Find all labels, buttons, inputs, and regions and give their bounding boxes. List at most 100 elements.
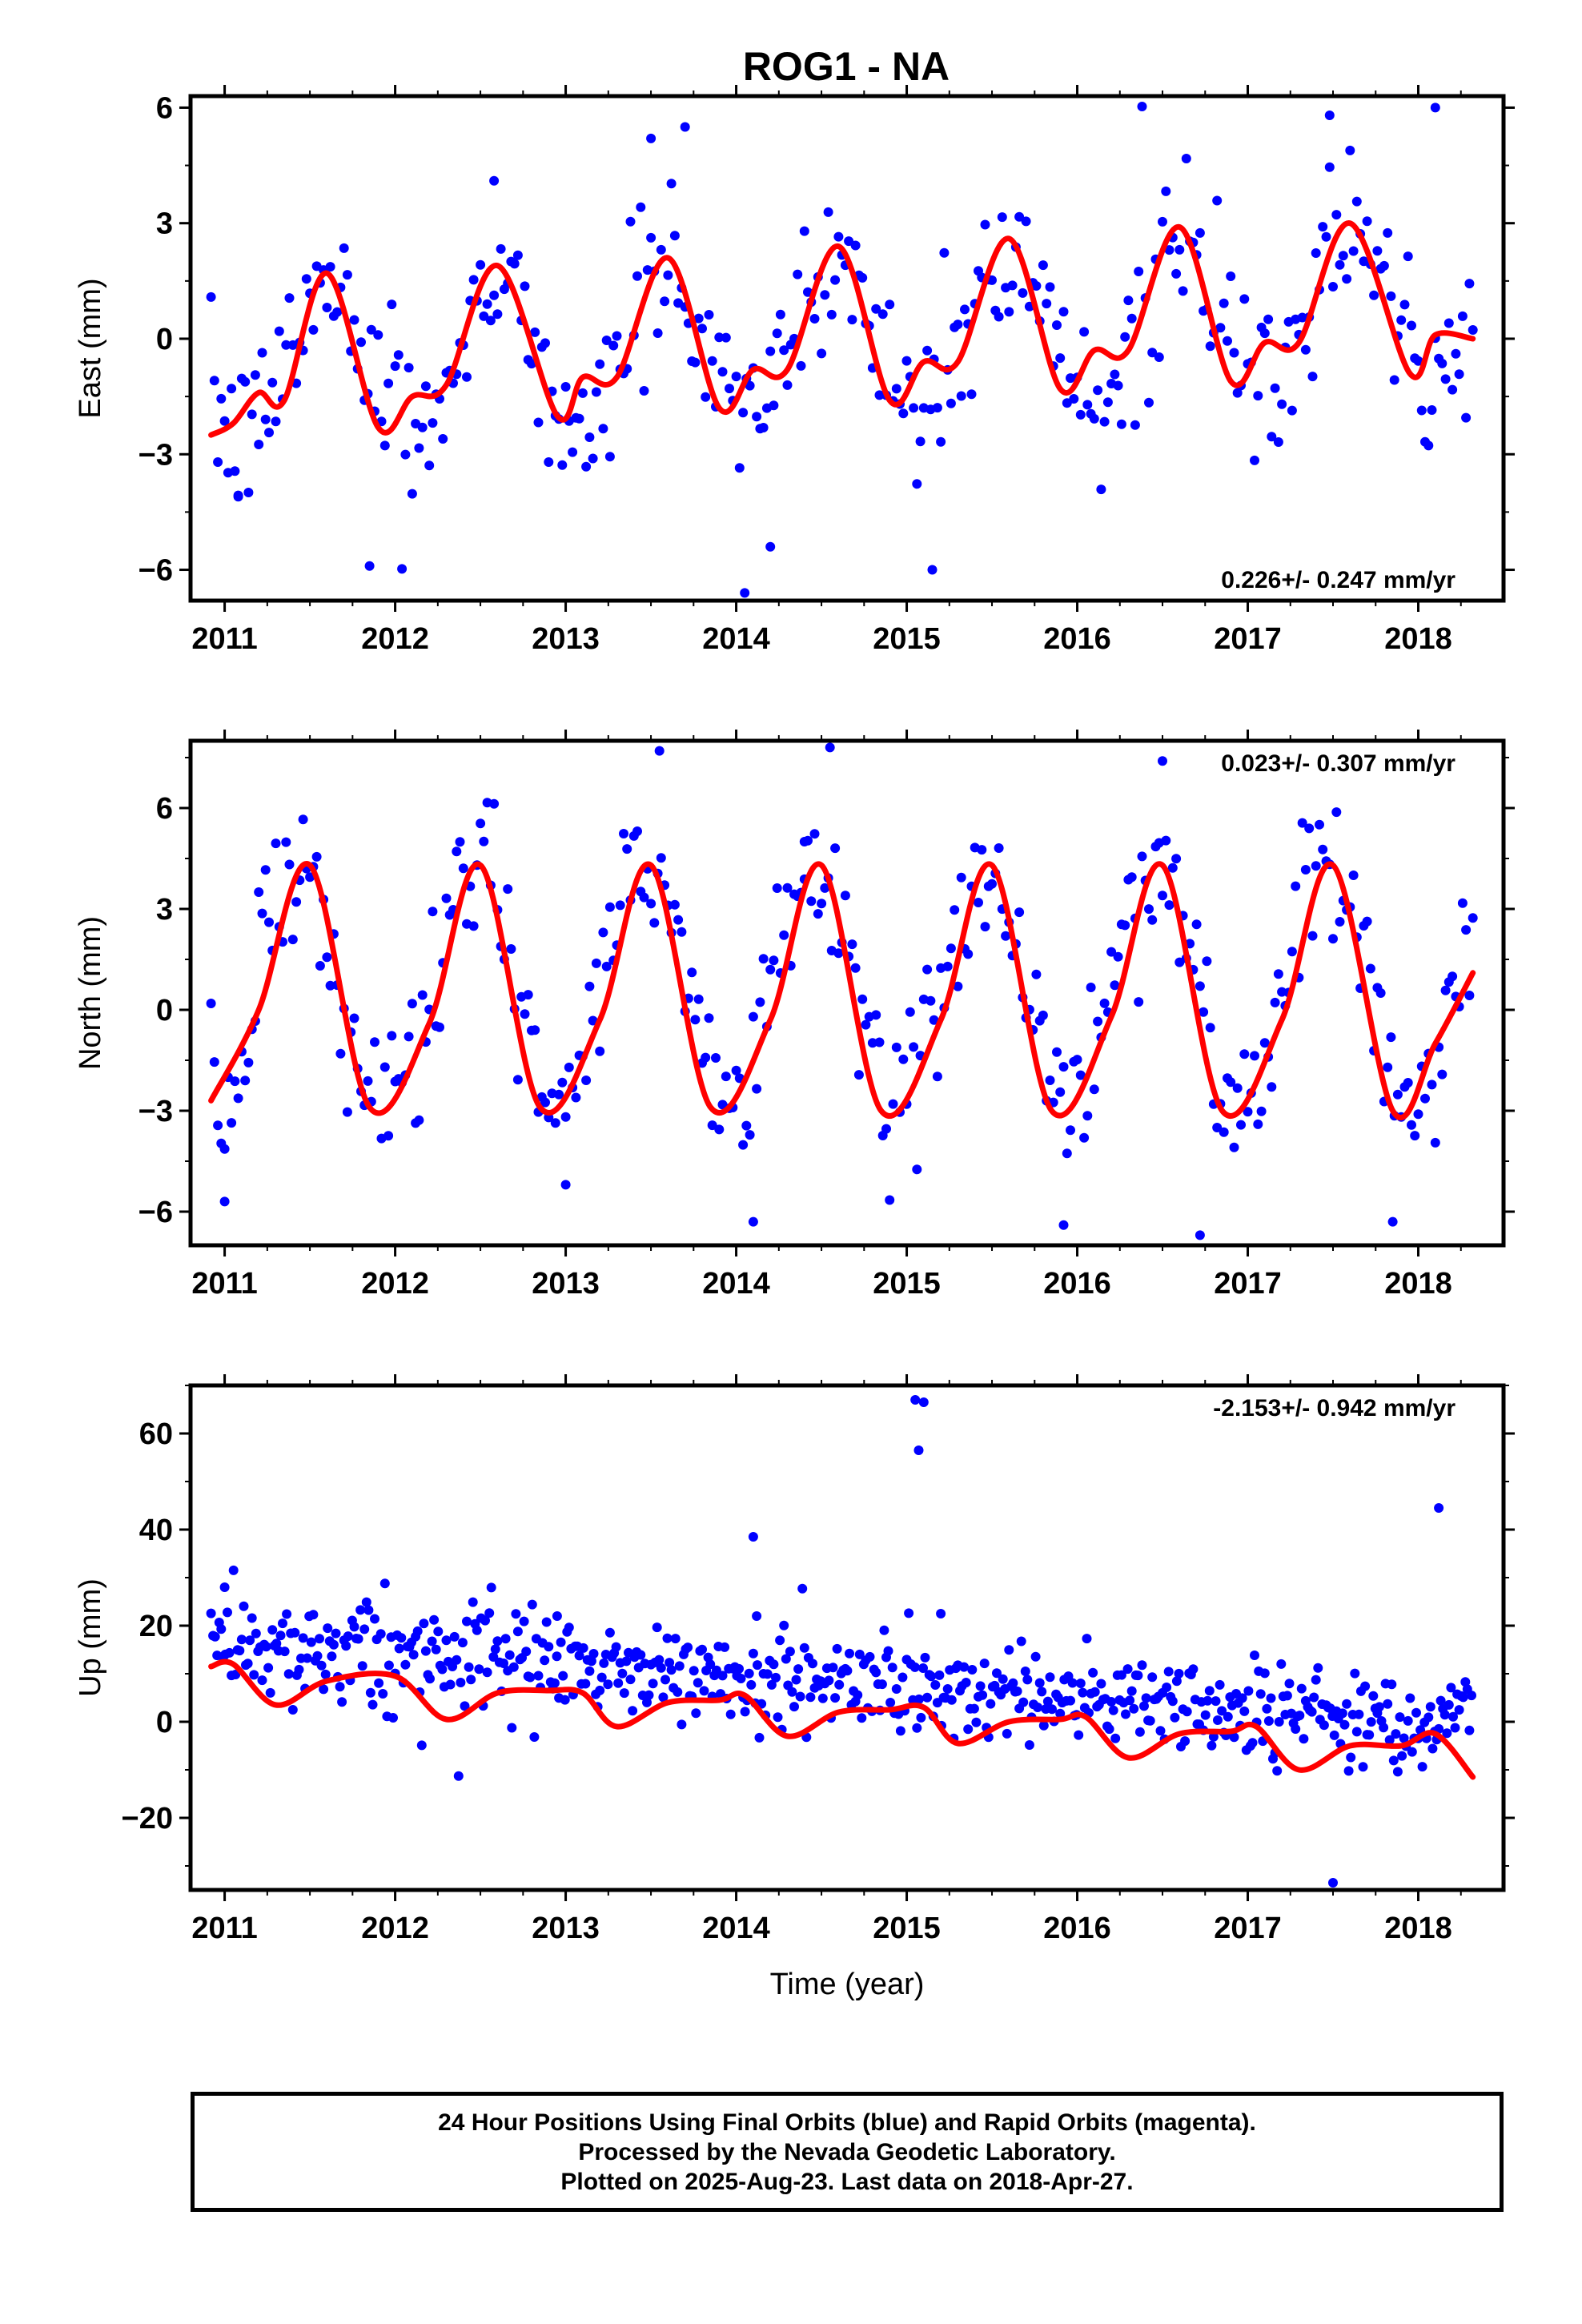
up-data-point <box>1384 1735 1395 1745</box>
north-data-point <box>731 1065 741 1076</box>
east-xtick-label: 2017 <box>1214 622 1282 656</box>
north-ytick-label: 3 <box>156 893 173 927</box>
east-data-point <box>1318 222 1328 232</box>
north-data-point <box>257 908 267 919</box>
up-data-point <box>1121 1709 1130 1719</box>
north-data-point <box>1120 920 1130 931</box>
north-data-point <box>1250 1051 1259 1061</box>
up-data-point <box>1145 1715 1155 1726</box>
north-data-point <box>219 1144 230 1154</box>
up-data-point <box>1243 1686 1254 1696</box>
east-data-point <box>1126 313 1137 324</box>
up-data-point <box>564 1622 574 1633</box>
east-data-point <box>652 328 663 338</box>
north-xtick-label: 2014 <box>702 1267 770 1301</box>
up-xtick-label: 2015 <box>873 1912 941 1945</box>
east-data-point <box>1263 314 1274 324</box>
up-data-point <box>283 1669 294 1679</box>
north-data-point <box>1392 1089 1403 1100</box>
east-data-point <box>994 312 1004 322</box>
north-data-point <box>847 939 857 950</box>
up-data-point <box>603 1679 613 1690</box>
north-data-point <box>721 1072 731 1082</box>
up-data-point <box>1272 1766 1283 1776</box>
east-data-point <box>206 292 216 302</box>
east-data-point <box>932 403 942 413</box>
east-data-point <box>584 432 595 442</box>
up-data-point <box>677 1719 687 1730</box>
up-data-point <box>355 1605 366 1615</box>
east-data-point <box>489 175 500 186</box>
up-data-point <box>1467 1691 1476 1701</box>
east-data-point <box>1215 323 1226 333</box>
east-data-point <box>349 315 359 325</box>
north-data-point <box>284 859 295 870</box>
east-data-point <box>1351 196 1362 207</box>
north-data-point <box>604 902 615 912</box>
north-data-point <box>1075 1070 1086 1080</box>
up-data-point <box>793 1664 804 1675</box>
up-data-point <box>1313 1663 1323 1673</box>
north-data-point <box>455 837 465 847</box>
east-data-point <box>407 489 417 499</box>
east-data-point <box>646 232 656 243</box>
up-data-point <box>828 1663 838 1673</box>
east-data-point <box>1324 111 1335 120</box>
up-data-point <box>341 1641 351 1651</box>
up-data-point <box>891 1684 901 1694</box>
north-data-point <box>271 838 281 849</box>
east-data-point <box>663 270 673 280</box>
north-data-point <box>929 1015 939 1025</box>
up-data-point <box>1207 1740 1217 1751</box>
up-data-point <box>661 1675 670 1685</box>
north-data-point <box>243 1057 254 1068</box>
up-data-point <box>370 1614 379 1624</box>
up-data-point <box>560 1695 570 1705</box>
up-data-point <box>946 1695 957 1705</box>
up-data-point <box>223 1607 232 1618</box>
up-data-point <box>383 1660 394 1671</box>
north-data-point <box>752 1084 762 1094</box>
up-data-point <box>920 1652 930 1663</box>
east-data-point <box>1369 290 1379 300</box>
east-data-point <box>1178 286 1188 296</box>
east-data-point <box>574 413 584 424</box>
up-data-point <box>781 1654 791 1664</box>
north-data-point <box>813 909 823 919</box>
up-data-point <box>287 1705 298 1715</box>
up-data-point <box>480 1615 490 1626</box>
east-data-point <box>257 348 267 358</box>
up-data-point <box>979 1659 990 1669</box>
up-data-point <box>574 1651 584 1661</box>
north-data-point <box>233 1093 243 1104</box>
up-data-point <box>998 1674 1008 1684</box>
up-data-point <box>762 1669 773 1679</box>
east-data-point <box>752 412 762 422</box>
up-data-point <box>558 1671 568 1681</box>
east-data-point <box>489 290 500 300</box>
up-data-point <box>1217 1706 1227 1716</box>
up-data-point <box>1020 1667 1030 1676</box>
east-data-point <box>765 541 776 552</box>
east-data-point <box>1144 397 1154 408</box>
up-data-point <box>658 1692 669 1703</box>
up-data-point <box>1125 1695 1135 1706</box>
up-data-point <box>842 1666 853 1676</box>
north-data-point <box>370 1037 379 1047</box>
east-data-point <box>1014 211 1025 222</box>
up-data-point <box>1180 1736 1191 1747</box>
east-data-point <box>1443 318 1454 328</box>
north-data-point <box>1447 971 1458 982</box>
up-data-point <box>453 1771 464 1781</box>
up-data-point <box>263 1663 274 1673</box>
east-data-point <box>1226 271 1236 281</box>
east-data-point <box>1259 328 1270 339</box>
up-data-point <box>328 1639 339 1650</box>
east-data-point <box>782 380 793 390</box>
north-data-point <box>315 961 325 971</box>
north-data-point <box>1430 1137 1440 1148</box>
up-data-point <box>1147 1672 1158 1683</box>
up-data-point <box>691 1708 701 1719</box>
east-data-point <box>625 216 636 227</box>
north-data-point <box>639 892 649 903</box>
